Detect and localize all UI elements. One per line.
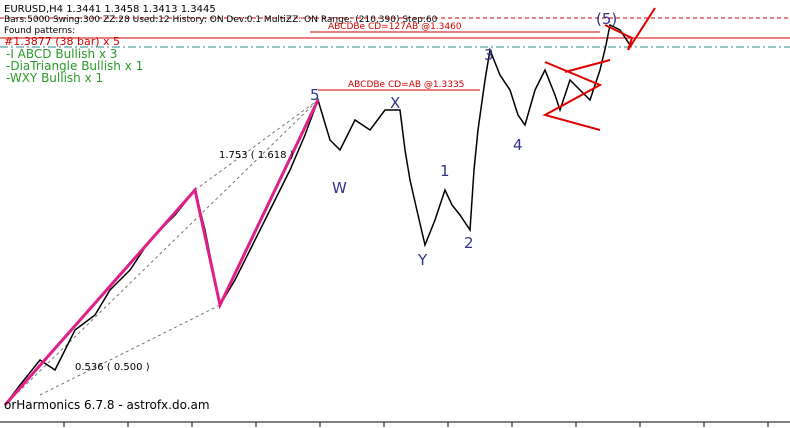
axis-ticks [63, 422, 769, 427]
pattern-item: #1.3877 (38 bar) x 5 [4, 35, 120, 48]
ratio-line [194, 99, 319, 191]
wave-label: 5 [310, 86, 320, 104]
triangle-pattern [542, 61, 603, 131]
pattern-item: -DiaTriangle Bullish x 1 [6, 59, 143, 73]
wave-label: Y [417, 251, 428, 269]
wave-label: 2 [464, 234, 474, 252]
level-label: ABCDBe CD=127AB @1.3460 [328, 22, 462, 32]
level-label: ABCDBe CD=AB @1.3335 [348, 80, 464, 90]
ratio-label: 1.753 ( 1.618 ) [219, 150, 294, 161]
footer-text: orHarmonics 6.7.8 - astrofx.do.am [4, 398, 210, 412]
ratio-line [4, 99, 319, 406]
pattern-line [3, 99, 320, 406]
wave-label: 1 [440, 162, 450, 180]
symbol-info: EURUSD,H4 1.3441 1.3458 1.3413 1.3445 [4, 4, 216, 15]
patterns-title: Found patterns: [4, 26, 75, 36]
wave-label: X [390, 94, 400, 112]
wave-label: (5) [596, 10, 617, 28]
triangle-pattern [564, 59, 611, 73]
settings-info: Bars:5000 Swing:300 ZZ:28 Used:12 Histor… [4, 15, 438, 25]
wave-label: 4 [513, 136, 523, 154]
ratio-label: 0.536 ( 0.500 ) [75, 362, 150, 373]
pattern-item: -WXY Bullish x 1 [6, 71, 103, 85]
wave-label: 3 [484, 46, 494, 64]
pattern-item: -I ABCD Bullish x 3 [6, 47, 117, 61]
wave-label: W [332, 179, 347, 197]
pattern-line [604, 7, 656, 51]
